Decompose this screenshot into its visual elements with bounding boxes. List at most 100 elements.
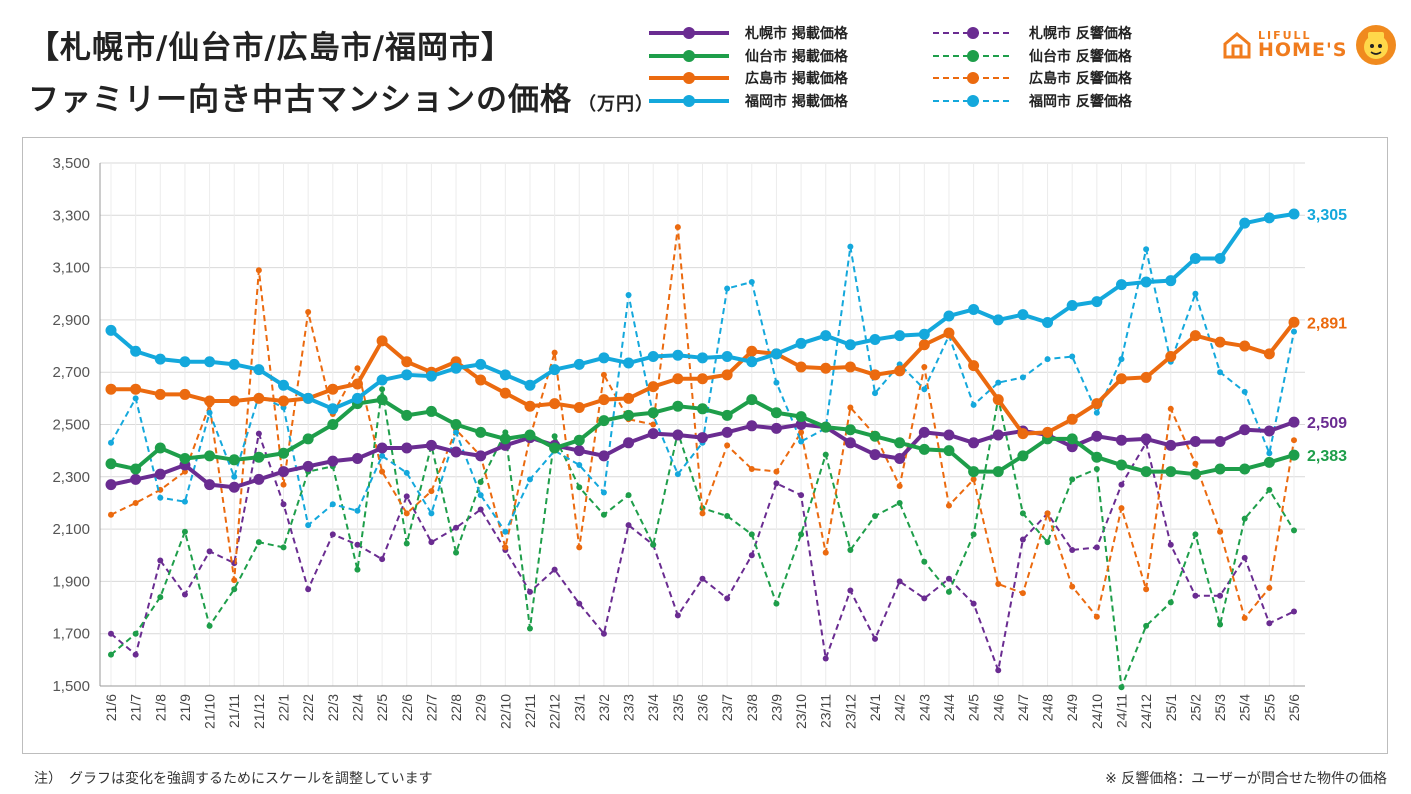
data-point — [401, 369, 413, 381]
data-point — [379, 452, 386, 459]
data-point — [721, 426, 733, 438]
data-point — [721, 369, 733, 381]
y-tick-label: 3,300 — [52, 207, 90, 224]
data-point — [1140, 276, 1152, 288]
data-point — [1118, 356, 1125, 363]
data-point — [1288, 449, 1300, 461]
data-point — [551, 566, 558, 573]
data-point — [1115, 434, 1127, 446]
data-point — [697, 373, 708, 385]
data-point — [1266, 584, 1273, 591]
data-point — [672, 349, 684, 361]
data-point — [748, 465, 755, 472]
data-point — [943, 429, 955, 441]
data-point — [943, 327, 955, 339]
data-point — [1217, 369, 1224, 376]
data-point — [1093, 465, 1100, 472]
data-point — [699, 575, 706, 582]
data-point — [401, 356, 413, 368]
data-point — [181, 498, 188, 505]
data-point — [1266, 620, 1273, 627]
x-tick-label: 23/10 — [793, 694, 809, 729]
legend-swatch — [649, 49, 729, 62]
data-point — [992, 314, 1004, 326]
data-point — [549, 398, 561, 410]
data-point — [795, 361, 807, 373]
data-point — [1069, 583, 1076, 590]
data-point — [647, 428, 659, 440]
data-point — [918, 339, 930, 351]
x-tick-label: 25/1 — [1163, 694, 1179, 721]
data-point — [921, 386, 928, 393]
lifull-homes-logo: LIFULL HOME'S — [1222, 24, 1397, 66]
data-point — [351, 378, 363, 390]
data-point — [918, 328, 930, 340]
data-point — [798, 492, 805, 499]
data-point — [154, 442, 166, 454]
data-point — [1044, 356, 1051, 363]
legend-item: 広島市 反響価格 — [931, 67, 1132, 90]
data-point — [1044, 539, 1051, 546]
data-point — [1017, 450, 1029, 462]
data-point — [403, 510, 410, 517]
data-point — [403, 540, 410, 547]
data-point — [475, 450, 487, 462]
x-tick-label: 23/6 — [695, 694, 711, 721]
y-tick-label: 3,100 — [52, 260, 90, 277]
x-tick-label: 22/3 — [325, 694, 341, 721]
data-point — [280, 481, 287, 488]
data-point — [697, 403, 708, 415]
y-tick-label: 2,900 — [52, 312, 90, 329]
data-point — [206, 409, 213, 416]
data-point — [327, 403, 339, 415]
data-point — [1214, 435, 1226, 447]
data-point — [798, 531, 805, 538]
chart-frame: 1,500 1,700 1,900 2,100 2,300 2,500 2,700 2,900… — [22, 137, 1388, 754]
data-point — [105, 479, 117, 491]
data-point — [453, 524, 460, 531]
data-point — [844, 361, 856, 373]
data-point — [598, 415, 610, 427]
data-point — [1239, 424, 1251, 436]
legend-item: 福岡市 反響価格 — [931, 90, 1132, 113]
data-point — [253, 364, 265, 376]
data-point — [1115, 459, 1127, 471]
data-point — [847, 243, 854, 250]
data-point — [1239, 463, 1251, 475]
data-point — [1019, 590, 1026, 597]
legend-swatch — [649, 72, 729, 85]
data-point — [1118, 505, 1125, 512]
data-point — [869, 334, 881, 346]
data-point — [1091, 430, 1103, 442]
legend-label: 福岡市 掲載価格 — [745, 93, 848, 110]
data-point — [1266, 486, 1273, 493]
data-point — [1143, 246, 1150, 253]
data-point — [475, 358, 487, 370]
data-point — [647, 351, 659, 363]
x-tick-label: 24/12 — [1138, 694, 1154, 729]
data-point — [379, 386, 386, 393]
data-point — [600, 371, 607, 378]
data-point — [869, 430, 881, 442]
data-point — [1291, 437, 1297, 444]
data-point — [770, 422, 782, 434]
data-point — [351, 452, 363, 464]
data-point — [1192, 290, 1199, 297]
data-point — [623, 392, 635, 404]
x-tick-label: 25/6 — [1286, 694, 1302, 721]
y-tick-label: 2,700 — [52, 364, 90, 381]
data-point — [132, 651, 139, 658]
data-point — [228, 481, 240, 493]
data-point — [1140, 466, 1152, 478]
data-point — [1093, 613, 1100, 620]
data-point — [549, 364, 561, 376]
data-point — [1239, 340, 1251, 352]
data-point — [1192, 531, 1199, 538]
x-tick-label: 21/10 — [202, 694, 218, 729]
data-point — [1069, 547, 1076, 554]
data-point — [748, 531, 755, 538]
data-point — [302, 392, 314, 404]
data-point — [773, 379, 780, 386]
data-point — [1091, 451, 1103, 463]
legend-label: 仙台市 掲載価格 — [745, 48, 848, 65]
